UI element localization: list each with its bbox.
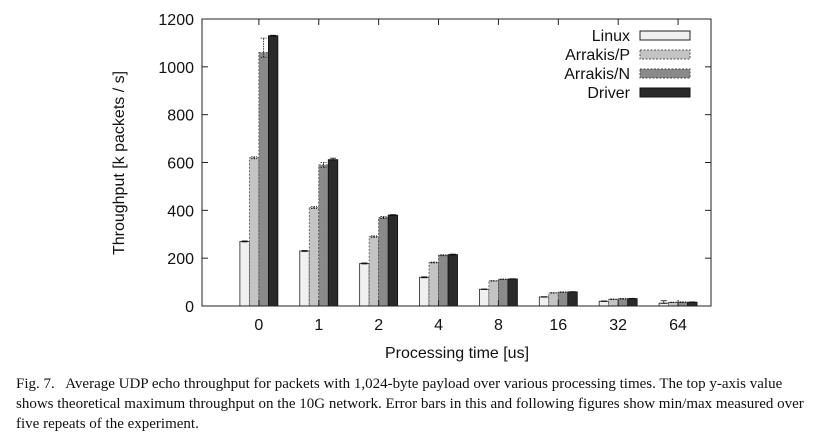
bar-driver (387, 214, 399, 307)
bar-driver (267, 35, 279, 307)
x-tick-label: 32 (609, 317, 627, 334)
bar-arrakis-n (258, 52, 269, 307)
bar-linux (598, 300, 610, 307)
legend-swatch (639, 68, 691, 79)
bar-driver (627, 298, 638, 307)
bar-arrakis-p (248, 157, 260, 307)
x-axis-label: Processing time [us] (385, 345, 529, 362)
bar-linux (538, 296, 550, 307)
y-tick-label: 800 (167, 108, 194, 125)
y-tick-label: 1000 (158, 60, 194, 77)
legend-swatch (639, 87, 691, 98)
x-tick-label: 64 (669, 317, 687, 334)
legend-label: Driver (587, 85, 630, 102)
x-tick-label: 16 (549, 317, 567, 334)
y-axis-label: Throughput [k packets / s] (111, 71, 128, 255)
bar-arrakis-n (378, 217, 389, 307)
legend-label: Arrakis/N (564, 66, 630, 83)
bar-arrakis-p (488, 280, 499, 307)
bar-driver (327, 159, 339, 307)
bar-arrakis-p (308, 207, 320, 307)
x-tick-label: 4 (434, 317, 443, 334)
y-tick-label: 1200 (158, 12, 194, 29)
bar-arrakis-p (548, 292, 559, 307)
legend-label: Linux (592, 28, 630, 45)
bar-arrakis-n (498, 278, 509, 307)
bar-linux (239, 241, 250, 307)
x-tick-label: 2 (374, 317, 383, 334)
throughput-bar-chart: 0 200 400 600 800 1000 1200 0 1 2 4 8 16 32 64 Linux Ar… (111, 12, 712, 362)
figure-caption: Fig. 7. Average UDP echo throughput for … (16, 374, 816, 434)
y-tick-label: 400 (167, 203, 194, 220)
bar-linux (359, 263, 370, 307)
legend-swatch (639, 49, 691, 60)
bar-driver (507, 278, 518, 307)
bar-arrakis-p (428, 262, 439, 307)
legend: Linux Arrakis/P Arrakis/N Driver (564, 28, 691, 102)
bar-linux (419, 276, 430, 307)
bar-arrakis-n (557, 291, 569, 307)
legend-label: Arrakis/P (565, 47, 630, 64)
bar-linux (479, 288, 490, 307)
legend-swatch (639, 30, 691, 41)
caption-label: Fig. 7. (16, 376, 55, 392)
y-tick-label: 600 (167, 156, 194, 173)
bar-arrakis-n (318, 164, 329, 307)
bar-arrakis-p (608, 298, 619, 307)
caption-text: Average UDP echo throughput for packets … (16, 376, 804, 432)
bar-linux (299, 250, 310, 307)
bar-arrakis-n (617, 298, 629, 307)
x-tick-label: 0 (254, 317, 263, 334)
x-tick-label: 1 (314, 317, 323, 334)
bar-arrakis-n (438, 254, 449, 307)
y-tick-label: 0 (185, 299, 194, 316)
bar-arrakis-p (368, 236, 380, 307)
bar-driver (447, 254, 458, 307)
axes-layer: 0 200 400 600 800 1000 1200 0 1 2 4 8 16 32 64 (158, 12, 712, 334)
bar-driver (567, 291, 578, 307)
y-tick-label: 200 (167, 251, 194, 268)
x-tick-label: 8 (494, 317, 503, 334)
